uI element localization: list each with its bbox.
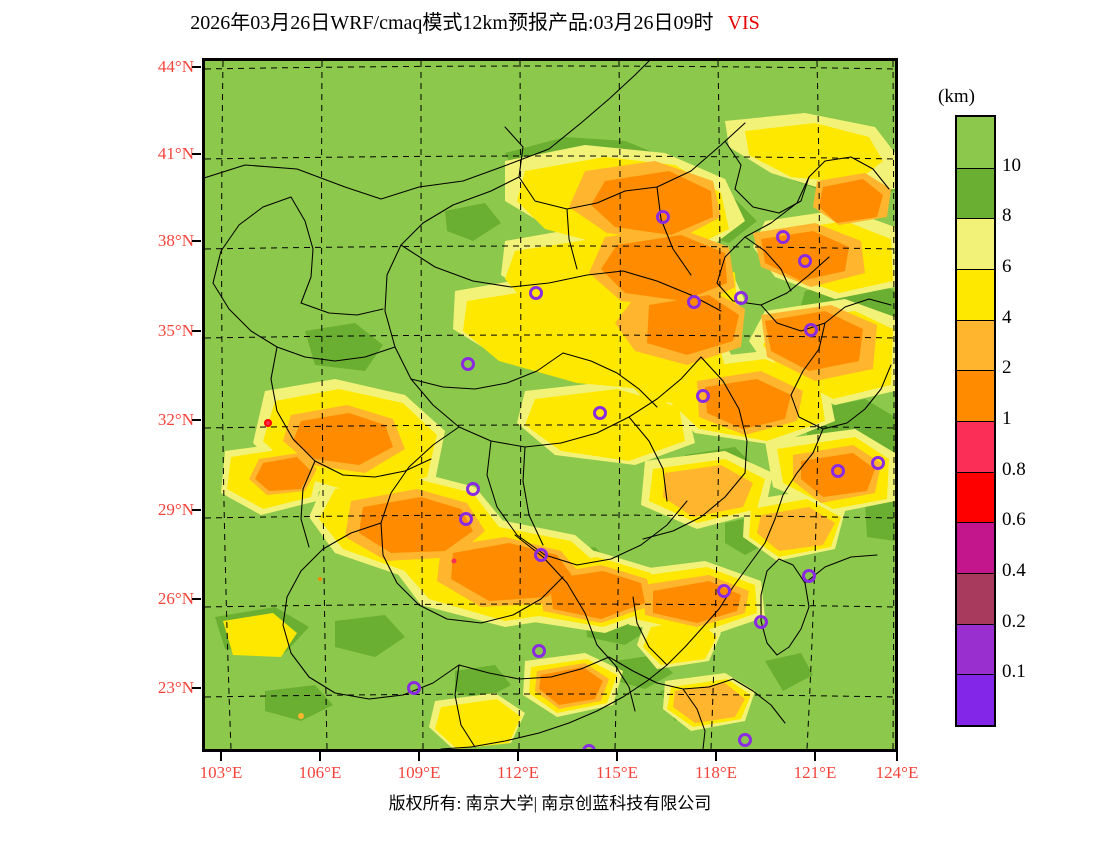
station-marker — [798, 254, 812, 268]
colorbar-tick-label: 1 — [1002, 408, 1012, 429]
ytick-mark — [192, 687, 201, 689]
ytick-label: 26°N — [157, 589, 194, 608]
copyright-footer: 版权所有: 南京大学| 南京创蓝科技有限公司 — [388, 794, 712, 813]
xtick-mark — [715, 752, 717, 761]
colorbar-tick-label: 10 — [1002, 154, 1021, 176]
colorbar-band — [957, 370, 994, 421]
xtick-label: 112°E — [496, 763, 540, 782]
variable-label: VIS — [727, 12, 760, 34]
colorbar-band — [957, 471, 994, 523]
chart-title: 2026年03月26日WRF/cmaq模式12km预报产品:03月26日09时 V… — [0, 6, 950, 35]
colorbar-band — [957, 218, 994, 269]
xtick-mark — [616, 752, 618, 761]
station-marker — [738, 733, 752, 747]
colorbar-tick-label: 8 — [1002, 205, 1012, 227]
colorbar-band — [957, 572, 994, 624]
station-marker — [802, 569, 816, 583]
ytick-label: 41°N — [157, 144, 194, 163]
ytick-mark — [192, 330, 201, 332]
station-marker — [407, 681, 421, 695]
station-marker — [754, 615, 768, 629]
xtick-label: 121°E — [793, 763, 837, 782]
xtick-mark — [896, 752, 898, 761]
colorbar-unit-label: (km) — [938, 86, 975, 107]
colorbar-tick-label: 6 — [1002, 256, 1012, 277]
map-plot-area — [202, 58, 898, 752]
ytick-label: 32°N — [157, 410, 194, 429]
colorbar-band — [957, 319, 994, 371]
ytick-label: 23°N — [157, 678, 194, 697]
ytick-mark — [192, 598, 201, 600]
colorbar-band — [957, 117, 994, 168]
xtick-mark — [418, 752, 420, 761]
xtick-label: 103°E — [199, 763, 243, 782]
colorbar-tick-label: 2 — [1002, 357, 1012, 379]
colorbar-band — [957, 420, 994, 472]
station-marker — [529, 286, 543, 300]
station-marker — [831, 464, 845, 478]
xtick-label: 124°E — [875, 763, 919, 782]
ytick-mark — [192, 153, 201, 155]
colorbar-tick-label: 0.1 — [1002, 661, 1026, 683]
station-marker — [871, 456, 885, 470]
colorbar-tick-label: 0.4 — [1002, 560, 1026, 581]
xtick-mark — [517, 752, 519, 761]
colorbar-tick-label: 0.6 — [1002, 509, 1026, 531]
station-marker — [534, 548, 548, 562]
xtick-label: 118°E — [694, 763, 738, 782]
station-marker — [734, 291, 748, 305]
station-marker — [461, 357, 475, 371]
visibility-heatmap — [205, 61, 895, 749]
colorbar — [955, 115, 996, 727]
xtick-mark — [220, 752, 222, 761]
xtick-label: 115°E — [595, 763, 639, 782]
ytick-label: 29°N — [157, 500, 194, 519]
station-marker — [459, 512, 473, 526]
ytick-mark — [192, 66, 201, 68]
xtick-mark — [319, 752, 321, 761]
title-text: 2026年03月26日WRF/cmaq模式12km预报产品:03月26日09时 — [190, 12, 714, 34]
ytick-mark — [192, 240, 201, 242]
station-marker — [687, 295, 701, 309]
ytick-label: 38°N — [157, 231, 194, 250]
station-marker — [696, 389, 710, 403]
ytick-label: 44°N — [157, 57, 194, 76]
station-marker — [593, 406, 607, 420]
colorbar-tick-label: 4 — [1002, 306, 1012, 328]
station-marker — [776, 230, 790, 244]
xtick-label: 106°E — [298, 763, 342, 782]
colorbar-tick-label: 0.2 — [1002, 610, 1026, 632]
colorbar-band — [957, 167, 994, 219]
colorbar-band — [957, 674, 994, 725]
station-marker — [804, 323, 818, 337]
ytick-label: 35°N — [157, 321, 194, 340]
ytick-mark — [192, 419, 201, 421]
station-marker — [582, 744, 596, 749]
station-marker — [466, 482, 480, 496]
colorbar-tick-label: 0.8 — [1002, 458, 1026, 480]
colorbar-band — [957, 623, 994, 675]
station-marker — [532, 644, 546, 658]
colorbar-band — [957, 268, 994, 320]
xtick-label: 109°E — [397, 763, 441, 782]
xtick-mark — [814, 752, 816, 761]
colorbar-band — [957, 522, 994, 573]
ytick-mark — [192, 509, 201, 511]
station-marker — [656, 210, 670, 224]
station-marker — [717, 584, 731, 598]
